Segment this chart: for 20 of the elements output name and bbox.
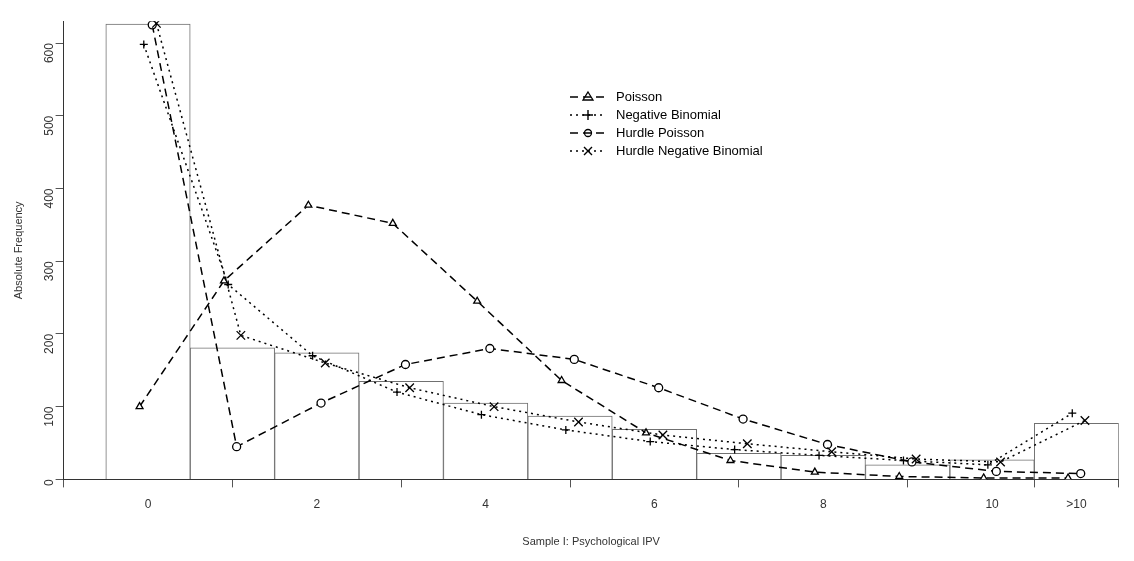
y-tick-label: 0 (41, 479, 56, 487)
x-tick-label: 2 (313, 496, 321, 511)
x-tick-label: 0 (144, 496, 152, 511)
legend-label: Negative Binomial (616, 106, 721, 124)
y-axis-title: Absolute Frequency (11, 200, 24, 300)
y-tick-label: 100 (41, 406, 56, 427)
x-tick-label: 8 (819, 496, 827, 511)
x-tick-label: 6 (651, 496, 659, 511)
y-tick-label: 400 (41, 188, 56, 209)
y-tick-label: 200 (41, 333, 56, 354)
y-tick-label: 600 (41, 42, 56, 64)
y-tick-label: 300 (41, 260, 56, 282)
x-tick-label: >10 (1066, 496, 1087, 511)
legend-label: Poisson (616, 88, 663, 106)
x-tick-label: 4 (482, 496, 490, 511)
legend-label: Hurdle Poisson (616, 124, 705, 142)
legend-label: Hurdle Negative Binomial (616, 142, 763, 160)
x-axis-title: Sample I: Psychological IPV (522, 535, 661, 548)
y-tick-label: 500 (41, 115, 56, 136)
x-tick-label: 10 (985, 496, 1000, 511)
